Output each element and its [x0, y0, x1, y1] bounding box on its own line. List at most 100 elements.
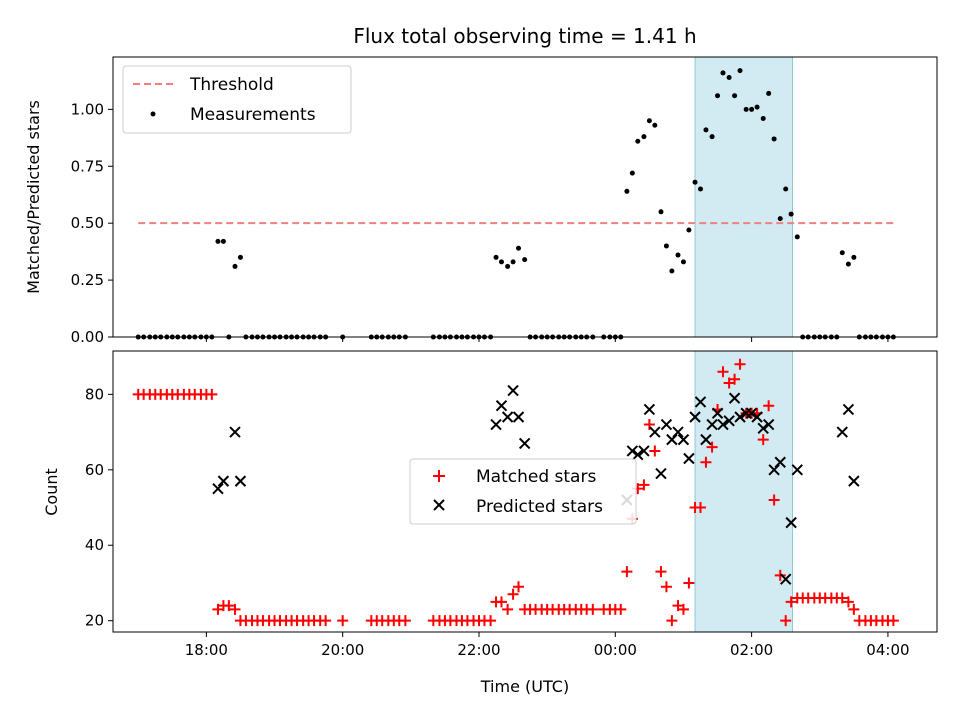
predicted-point — [632, 449, 644, 461]
x-tick-label: 02:00 — [730, 641, 773, 659]
predicted-point — [711, 407, 724, 419]
legend-measurements-label: Measurements — [190, 105, 316, 125]
matched-point — [666, 615, 678, 627]
predicted-point — [745, 407, 758, 419]
predicted-point — [649, 426, 661, 438]
predicted-point — [512, 411, 525, 423]
bottom-legend-box — [409, 458, 637, 525]
matched-point — [643, 419, 655, 431]
measurement-point — [703, 127, 709, 133]
measurement-point — [686, 227, 692, 233]
measurement-point — [760, 115, 766, 121]
matched-point — [649, 445, 661, 457]
measurement-point — [680, 259, 686, 265]
highlight-span — [694, 350, 794, 633]
bottom-legend: Matched stars Predicted stars — [409, 458, 637, 525]
measurement-point — [743, 106, 749, 112]
predicted-point — [655, 467, 667, 480]
measurement-point — [851, 254, 857, 260]
legend-predicted-label: Predicted stars — [476, 497, 603, 517]
measurement-point — [220, 238, 226, 244]
predicted-point — [774, 456, 786, 468]
predicted-point — [734, 411, 746, 423]
matched-point — [780, 615, 792, 627]
highlight-span — [694, 56, 794, 338]
matched-point — [485, 615, 497, 627]
measurement-point — [641, 134, 647, 140]
measurement-point — [698, 186, 704, 192]
top-legend-box — [122, 65, 352, 134]
measurement-point — [669, 268, 675, 274]
predicted-point — [717, 418, 729, 431]
predicted-point — [507, 384, 519, 397]
y-tick-label: 1.00 — [71, 100, 104, 118]
top-legend: Threshold Measurements — [122, 65, 352, 134]
measurement-point — [646, 118, 652, 124]
matched-point — [785, 596, 797, 608]
predicted-point — [638, 445, 650, 457]
measurement-point — [522, 257, 528, 263]
measurement-point — [498, 259, 504, 265]
legend-threshold-label: Threshold — [189, 75, 274, 95]
measurement-point — [663, 243, 669, 249]
measurement-point — [624, 188, 630, 194]
predicted-point — [501, 411, 514, 423]
matched-point — [887, 615, 899, 627]
matched-point — [223, 600, 235, 612]
predicted-point — [677, 433, 690, 446]
matched-point — [655, 566, 667, 578]
predicted-point — [757, 422, 769, 435]
measurement-point — [754, 104, 760, 110]
predicted-point — [689, 411, 701, 423]
measurement-point — [788, 211, 794, 217]
predicted-point — [751, 411, 763, 423]
y-tick-label: 80 — [85, 385, 104, 403]
matched-point — [700, 456, 712, 468]
measurement-point — [232, 263, 238, 269]
matched-point — [717, 366, 729, 378]
measurement-point — [737, 68, 743, 74]
matched-point — [842, 596, 854, 608]
measurement-point — [771, 136, 777, 142]
y-tick-label: 60 — [85, 461, 104, 479]
measurement-point — [845, 261, 851, 267]
x-tick-label: 00:00 — [594, 641, 637, 659]
measurement-point — [839, 250, 845, 256]
measurement-point — [493, 254, 499, 260]
measurement-point — [658, 209, 664, 215]
measurement-point — [749, 106, 755, 112]
bottom-panel: 20 40 60 80 18:00 20:00 22:00 00:00 02:00 04:00 — [85, 350, 938, 659]
measurement-point — [675, 252, 681, 258]
predicted-point — [791, 464, 803, 476]
y-tick-label: 20 — [85, 612, 104, 630]
top-panel: 0.00 0.25 0.50 0.75 1.00 — [71, 56, 938, 346]
matched-point — [848, 603, 860, 615]
predicted-point — [626, 445, 639, 457]
matched-point — [836, 592, 848, 604]
matched-point — [615, 603, 627, 615]
predicted-point — [700, 433, 712, 446]
x-tick-label: 18:00 — [185, 641, 228, 659]
legend-measurements-swatch — [150, 111, 156, 117]
matched-point — [638, 479, 650, 491]
x-axis-label: Time (UTC) — [480, 677, 569, 696]
measurement-point — [783, 186, 789, 192]
measurement-point — [794, 234, 800, 240]
measurement-point — [720, 70, 726, 76]
bottom-y-axis-label: Count — [42, 468, 61, 516]
measurement-point — [510, 259, 516, 265]
predicted-point — [694, 396, 707, 408]
matched-point — [621, 566, 633, 578]
measurement-point — [652, 122, 658, 128]
y-tick-label: 0.50 — [71, 214, 104, 232]
y-tick-label: 40 — [85, 536, 104, 554]
predicted-point — [672, 426, 684, 438]
measurement-point — [766, 90, 772, 96]
measurement-point — [629, 170, 635, 176]
measurement-point — [715, 93, 721, 99]
predicted-point — [706, 418, 718, 431]
y-tick-label: 0.75 — [71, 157, 104, 175]
measurement-point — [215, 238, 221, 244]
legend-matched-swatch — [433, 470, 445, 482]
